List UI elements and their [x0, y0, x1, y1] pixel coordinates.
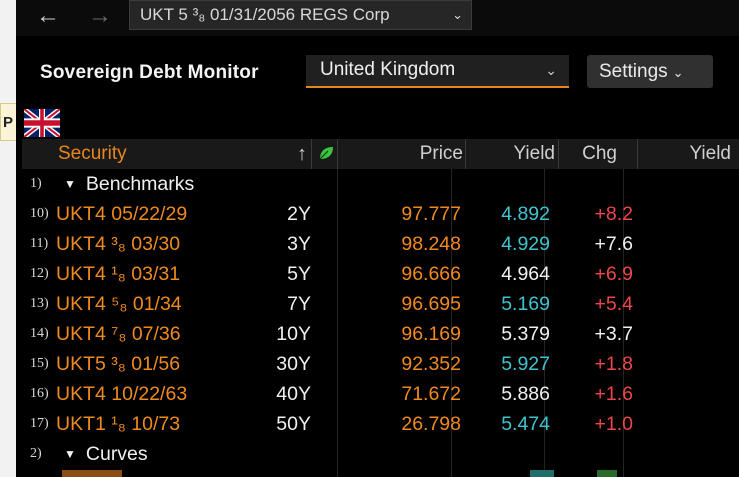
price-value: 96.695	[401, 293, 461, 315]
row-number: 10)	[30, 206, 49, 221]
yield-value: 4.892	[501, 203, 550, 225]
price-value: 92.352	[401, 353, 461, 375]
security-name[interactable]: UKT4 ⁷₈ 07/36	[56, 323, 181, 345]
yield-value: 5.927	[501, 353, 550, 375]
group-row-curves[interactable]: 2) ▼ Curves	[22, 439, 739, 469]
collapse-triangle-icon[interactable]: ▼	[64, 177, 76, 191]
security-name[interactable]: UKT4 10/22/63	[56, 383, 188, 405]
change-value: +5.4	[594, 293, 634, 315]
yield-value: 5.474	[501, 413, 550, 435]
security-name[interactable]: UKT5 ³₈ 01/56	[56, 353, 181, 375]
security-name[interactable]: UKT4 ³₈ 03/30	[56, 233, 181, 255]
table-row[interactable]: 17) UKT1 ¹₈ 10/73 50Y 26.798 5.474 +1.0	[22, 409, 739, 439]
price-value: 71.672	[401, 383, 461, 405]
column-header-price[interactable]: Price	[419, 143, 463, 164]
security-selector[interactable]: UKT 5 ³₈ 01/31/2056 REGS Corp ⌄	[129, 0, 472, 30]
table-row[interactable]: 10) UKT4 05/22/29 2Y 97.777 4.892 +8.2	[22, 199, 739, 229]
row-number: 1)	[30, 176, 42, 191]
yield-value: 4.964	[501, 263, 550, 285]
navigation-bar: ← → UKT 5 ³₈ 01/31/2056 REGS Corp ⌄	[16, 0, 739, 36]
table-row-partial	[22, 470, 739, 477]
chevron-down-icon: ⌄	[545, 62, 557, 78]
arrow-left-icon[interactable]: ←	[36, 2, 60, 29]
chevron-down-icon: ⌄	[672, 65, 684, 80]
tenor-label: 30Y	[276, 353, 311, 375]
table-row[interactable]: 16) UKT4 10/22/63 40Y 71.672 5.886 +1.6	[22, 379, 739, 409]
row-number: 13)	[30, 296, 49, 311]
country-dropdown-value: United Kingdom	[320, 59, 456, 80]
row-number: 2)	[30, 446, 42, 461]
row-number: 17)	[30, 416, 49, 431]
price-value: 98.248	[401, 233, 461, 255]
group-label: ▼ Curves	[64, 443, 148, 465]
row-number: 15)	[30, 356, 49, 371]
background-window-strip: P	[0, 0, 18, 477]
row-number: 16)	[30, 386, 49, 401]
security-name[interactable]: UKT4 ⁵₈ 01/34	[56, 293, 182, 315]
table-row[interactable]: 12) UKT4 ¹₈ 03/31 5Y 96.666 4.964 +6.9	[22, 259, 739, 289]
change-value: +7.6	[594, 233, 634, 255]
yield-value: 5.379	[501, 323, 550, 345]
price-value: 26.798	[401, 413, 461, 435]
yield-value: 5.169	[501, 293, 550, 315]
arrow-right-icon[interactable]: →	[88, 2, 112, 29]
change-value: +8.2	[594, 203, 634, 225]
column-header-row: Security ↑ Price Yield Chg Yield	[22, 139, 739, 169]
country-dropdown[interactable]: United Kingdom ⌄	[306, 55, 569, 88]
group-row-benchmarks[interactable]: 1) ▼ Benchmarks	[22, 169, 739, 199]
column-header-chg[interactable]: Chg	[582, 143, 617, 164]
tenor-label: 7Y	[287, 293, 311, 315]
column-header-yield[interactable]: Yield	[513, 143, 555, 164]
collapse-triangle-icon[interactable]: ▼	[64, 447, 76, 461]
yield-value: 4.929	[501, 233, 550, 255]
tenor-label: 10Y	[276, 323, 311, 345]
change-value: +1.0	[594, 413, 634, 435]
security-name[interactable]: UKT4 ¹₈ 03/31	[56, 263, 181, 285]
table-row[interactable]: 14) UKT4 ⁷₈ 07/36 10Y 96.169 5.379 +3.7	[22, 319, 739, 349]
change-value: +1.8	[594, 353, 634, 375]
column-header-yield-2[interactable]: Yield	[689, 143, 731, 164]
group-label: ▼ Benchmarks	[64, 173, 195, 195]
price-value: 97.777	[401, 203, 461, 225]
table-row[interactable]: 11) UKT4 ³₈ 03/30 3Y 98.248 4.929 +7.6	[22, 229, 739, 259]
change-value: +3.7	[594, 323, 634, 345]
tenor-label: 40Y	[276, 383, 311, 405]
price-value: 96.169	[401, 323, 461, 345]
column-header-security[interactable]: Security	[58, 143, 127, 164]
price-value: 96.666	[401, 263, 461, 285]
security-name[interactable]: UKT4 05/22/29	[56, 203, 188, 225]
chevron-down-icon: ⌄	[452, 7, 463, 22]
sort-ascending-icon[interactable]: ↑	[297, 143, 307, 165]
settings-button[interactable]: Settings ⌄	[587, 55, 713, 88]
sovereign-debt-monitor-window: ← → UKT 5 ³₈ 01/31/2056 REGS Corp ⌄ Sove…	[16, 0, 739, 477]
change-value: +1.6	[594, 383, 634, 405]
tenor-label: 5Y	[287, 263, 311, 285]
row-number: 14)	[30, 326, 49, 341]
leaf-icon[interactable]	[318, 145, 334, 161]
tenor-label: 50Y	[276, 413, 311, 435]
page-title: Sovereign Debt Monitor	[40, 62, 259, 83]
tenor-label: 2Y	[287, 203, 311, 225]
tenor-label: 3Y	[287, 233, 311, 255]
yield-value: 5.886	[501, 383, 550, 405]
row-number: 12)	[30, 266, 49, 281]
uk-flag-icon	[24, 109, 60, 137]
settings-button-label: Settings	[599, 61, 668, 82]
function-header: Sovereign Debt Monitor United Kingdom ⌄ …	[16, 50, 739, 98]
table-row[interactable]: 15) UKT5 ³₈ 01/56 30Y 92.352 5.927 +1.8	[22, 349, 739, 379]
table-row[interactable]: 13) UKT4 ⁵₈ 01/34 7Y 96.695 5.169 +5.4	[22, 289, 739, 319]
security-selector-label: UKT 5 ³₈ 01/31/2056 REGS Corp	[140, 5, 390, 24]
change-value: +6.9	[594, 263, 634, 285]
row-number: 11)	[30, 236, 49, 251]
security-name[interactable]: UKT1 ¹₈ 10/73	[56, 413, 181, 435]
